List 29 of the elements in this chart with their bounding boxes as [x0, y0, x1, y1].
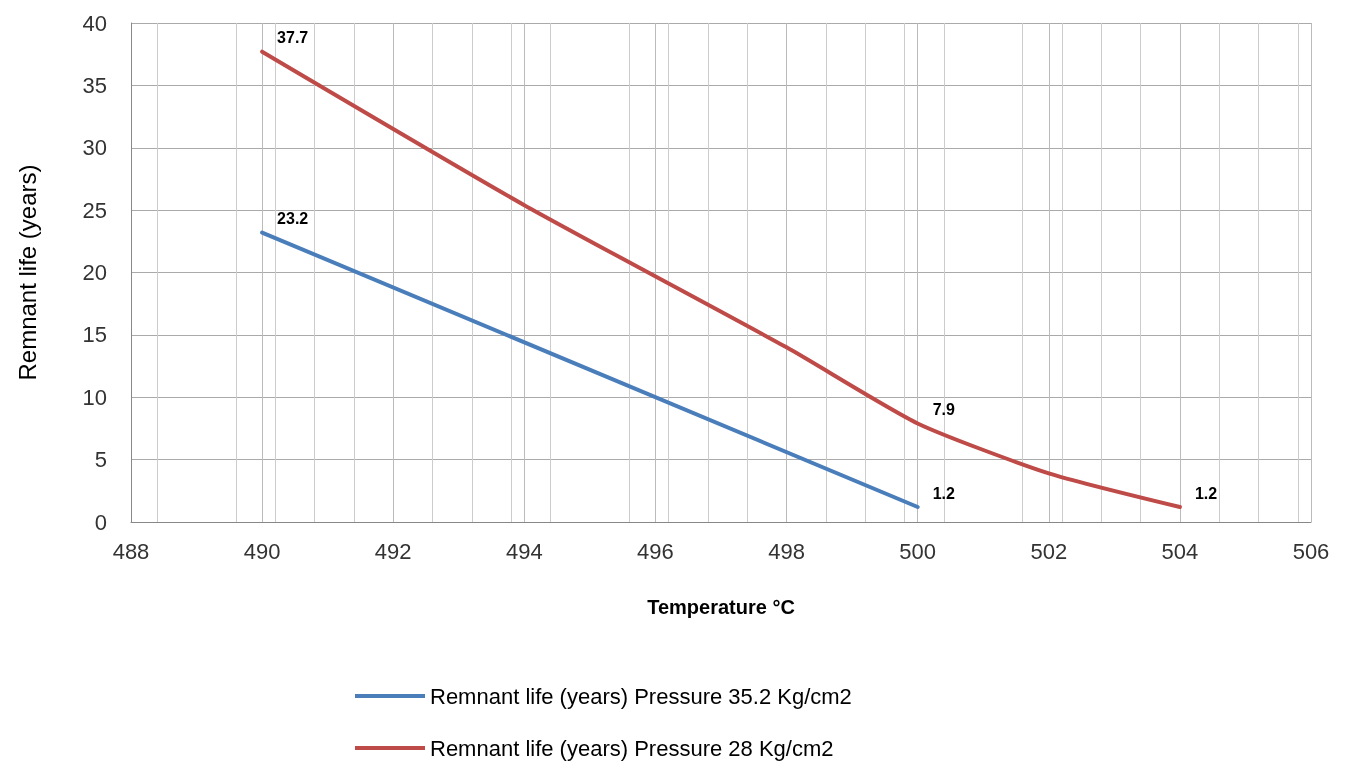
data-label: 7.9: [932, 400, 956, 418]
y-tick-label: 20: [82, 260, 107, 285]
x-tick-label: 506: [1292, 538, 1330, 564]
x-tick-label: 498: [768, 538, 805, 564]
data-label: 1.2: [932, 484, 956, 502]
x-axis-title: Temperature °C: [647, 596, 795, 618]
x-tick-label: 502: [1030, 538, 1068, 564]
x-tick-label: 488: [112, 538, 150, 564]
x-tick-label: 492: [374, 538, 412, 564]
y-tick-label: 40: [82, 10, 107, 36]
y-tick-label: 25: [82, 197, 107, 223]
x-tick-label: 504: [1161, 538, 1199, 564]
data-label: 37.7: [277, 29, 309, 47]
y-tick-label: 10: [82, 384, 107, 410]
legend-label: Remnant life (years) Pressure 35.2 Kg/cm2: [430, 683, 852, 709]
x-tick-label: 500: [899, 538, 937, 564]
y-tick-label: 30: [82, 135, 107, 161]
y-tick-label: 35: [82, 72, 107, 98]
x-tick-label: 496: [637, 538, 674, 564]
y-axis-title: Remnant life (years): [13, 164, 41, 381]
y-tick-label: 0: [94, 509, 107, 535]
y-tick-label: 15: [82, 322, 107, 348]
data-label: 23.2: [277, 210, 309, 228]
line-series: [260, 49, 1182, 510]
legend-label: Remnant life (years) Pressure 28 Kg/cm2: [430, 735, 834, 761]
y-tick-label: 5: [94, 447, 107, 473]
data-label: 1.2: [1194, 484, 1218, 502]
x-tick-label: 494: [505, 538, 543, 564]
x-tick-label: 490: [243, 538, 281, 564]
